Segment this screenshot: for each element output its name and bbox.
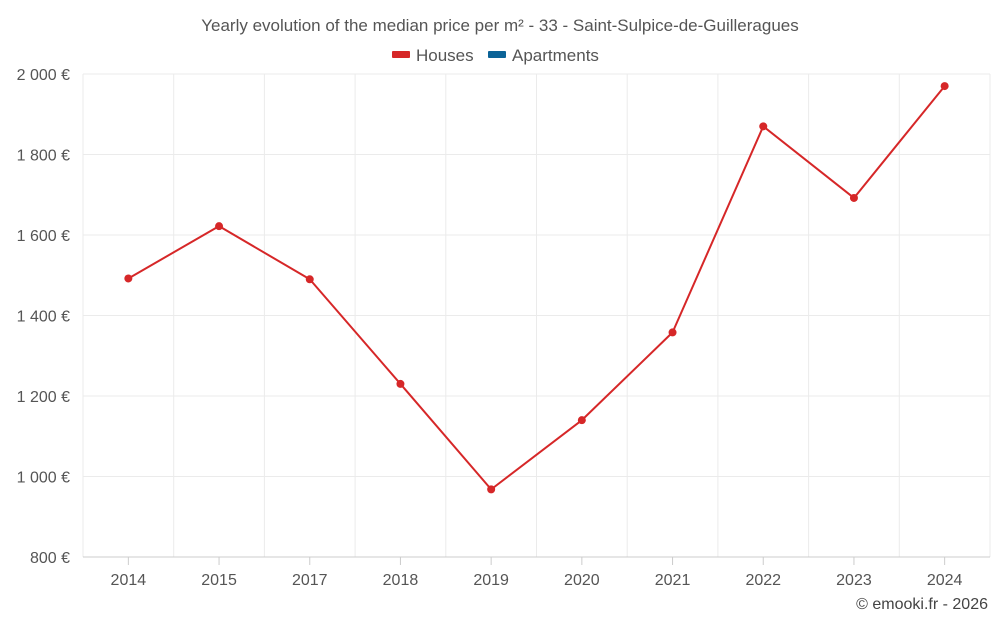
data-point-houses-2021[interactable]: [668, 328, 677, 337]
x-tick-label: 2024: [927, 572, 963, 589]
x-tick-label: 2023: [836, 572, 872, 589]
y-tick-label: 1 000 €: [17, 470, 70, 487]
x-tick-label: 2015: [201, 572, 237, 589]
y-tick-label: 2 000 €: [17, 67, 70, 84]
legend-swatch-houses: [392, 51, 410, 58]
credit-text: © emooki.fr - 2026: [856, 596, 988, 613]
series-layer: [124, 82, 949, 494]
gridlines: [82, 73, 991, 557]
x-tick-label: 2020: [564, 572, 600, 589]
data-point-houses-2014[interactable]: [124, 274, 133, 283]
legend-swatch-apartments: [488, 51, 506, 58]
y-tick-label: 1 200 €: [17, 389, 70, 406]
legend-item-apartments[interactable]: Apartments: [488, 46, 599, 65]
data-point-houses-2015[interactable]: [215, 222, 224, 231]
data-point-houses-2023[interactable]: [849, 193, 858, 202]
x-tick-label: 2022: [745, 572, 781, 589]
y-tick-label: 1 600 €: [17, 228, 70, 245]
y-tick-label: 1 400 €: [17, 309, 70, 326]
y-tick-label: 1 800 €: [17, 148, 70, 165]
data-point-houses-2022[interactable]: [759, 122, 768, 131]
data-point-houses-2024[interactable]: [940, 82, 949, 91]
x-tick-label: 2019: [473, 572, 509, 589]
x-axis: 2014 2015 2017 2018 2019 2020 2021 2022 2023 2024: [83, 556, 990, 589]
x-tick-label: 2021: [655, 572, 691, 589]
chart-title: Yearly evolution of the median price per…: [201, 16, 799, 35]
data-point-houses-2020[interactable]: [577, 416, 586, 425]
data-point-houses-2017[interactable]: [305, 275, 314, 284]
x-tick-label: 2014: [111, 572, 147, 589]
legend-label-apartments: Apartments: [512, 46, 599, 65]
data-point-houses-2018[interactable]: [396, 379, 405, 388]
legend-item-houses[interactable]: Houses: [392, 46, 474, 65]
legend-label-houses: Houses: [416, 46, 474, 65]
series-line-houses: [127, 85, 946, 491]
data-point-houses-2019[interactable]: [487, 485, 496, 494]
y-tick-label: 800 €: [30, 550, 70, 567]
y-axis: 800 € 1 000 € 1 200 € 1 400 € 1 600 € 1 800 €…: [17, 67, 70, 567]
legend: Houses Apartments: [392, 46, 599, 65]
x-tick-label: 2017: [292, 572, 328, 589]
x-tick-label: 2018: [383, 572, 419, 589]
